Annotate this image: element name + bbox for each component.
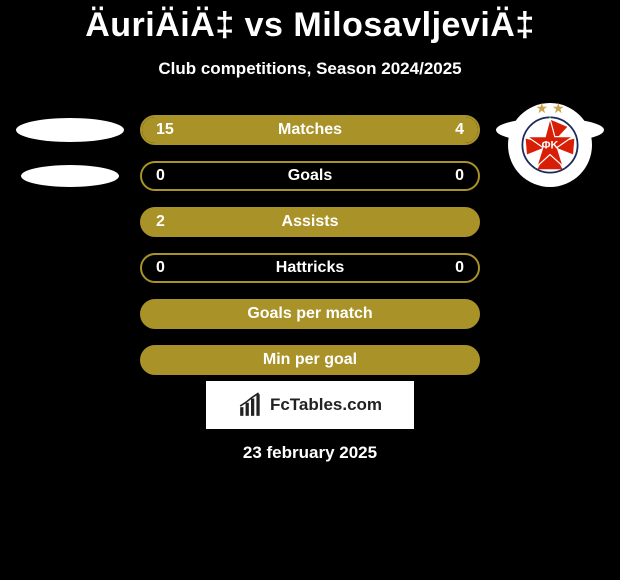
stat-bar-min-per-goal: Min per goal (140, 345, 480, 375)
stat-bar-matches: 15 4 Matches (140, 115, 480, 145)
stat-bar-goals-per-match: Goals per match (140, 299, 480, 329)
stat-label: Matches (278, 121, 342, 139)
left-team-badge-slot-2 (0, 165, 140, 187)
stat-value-right (450, 209, 478, 235)
star-icon: ★ (552, 100, 565, 117)
stat-label: Goals (288, 167, 332, 185)
left-team-placeholder-1 (16, 118, 124, 142)
left-team-badge-slot-1 (0, 118, 140, 142)
stat-value-right: 0 (310, 163, 478, 189)
stat-label: Goals per match (247, 305, 372, 323)
stat-label: Hattricks (276, 259, 344, 277)
stat-value-right (450, 301, 478, 327)
bar-chart-icon (238, 392, 264, 418)
shield-icon: ΦK (520, 115, 580, 175)
stats-comparison: 15 4 Matches 0 0 Goals ★ ★ (0, 115, 620, 375)
crvena-zvezda-crest: ★ ★ ΦK (508, 103, 592, 187)
stat-value-right: 4 (407, 117, 478, 143)
stat-bar-hattricks: 0 0 Hattricks (140, 253, 480, 283)
logo-text: FcTables.com (270, 395, 382, 415)
left-team-placeholder-2 (21, 165, 119, 187)
stat-value-right (450, 347, 478, 373)
page-title: ÄuriÄiÄ‡ vs MilosavljeviÄ‡ (0, 0, 620, 45)
stat-bar-goals: 0 0 Goals (140, 161, 480, 191)
crest-stars: ★ ★ (508, 100, 592, 117)
crest-text: ΦK (542, 140, 559, 152)
stat-label: Min per goal (263, 351, 357, 369)
star-icon: ★ (535, 100, 548, 117)
date-label: 23 february 2025 (0, 443, 620, 463)
fctables-logo: FcTables.com (206, 381, 414, 429)
stat-value-left: 15 (142, 117, 407, 143)
subtitle: Club competitions, Season 2024/2025 (0, 59, 620, 79)
stat-label: Assists (282, 213, 339, 231)
stat-bar-assists: 2 Assists (140, 207, 480, 237)
stat-value-left: 0 (142, 163, 310, 189)
